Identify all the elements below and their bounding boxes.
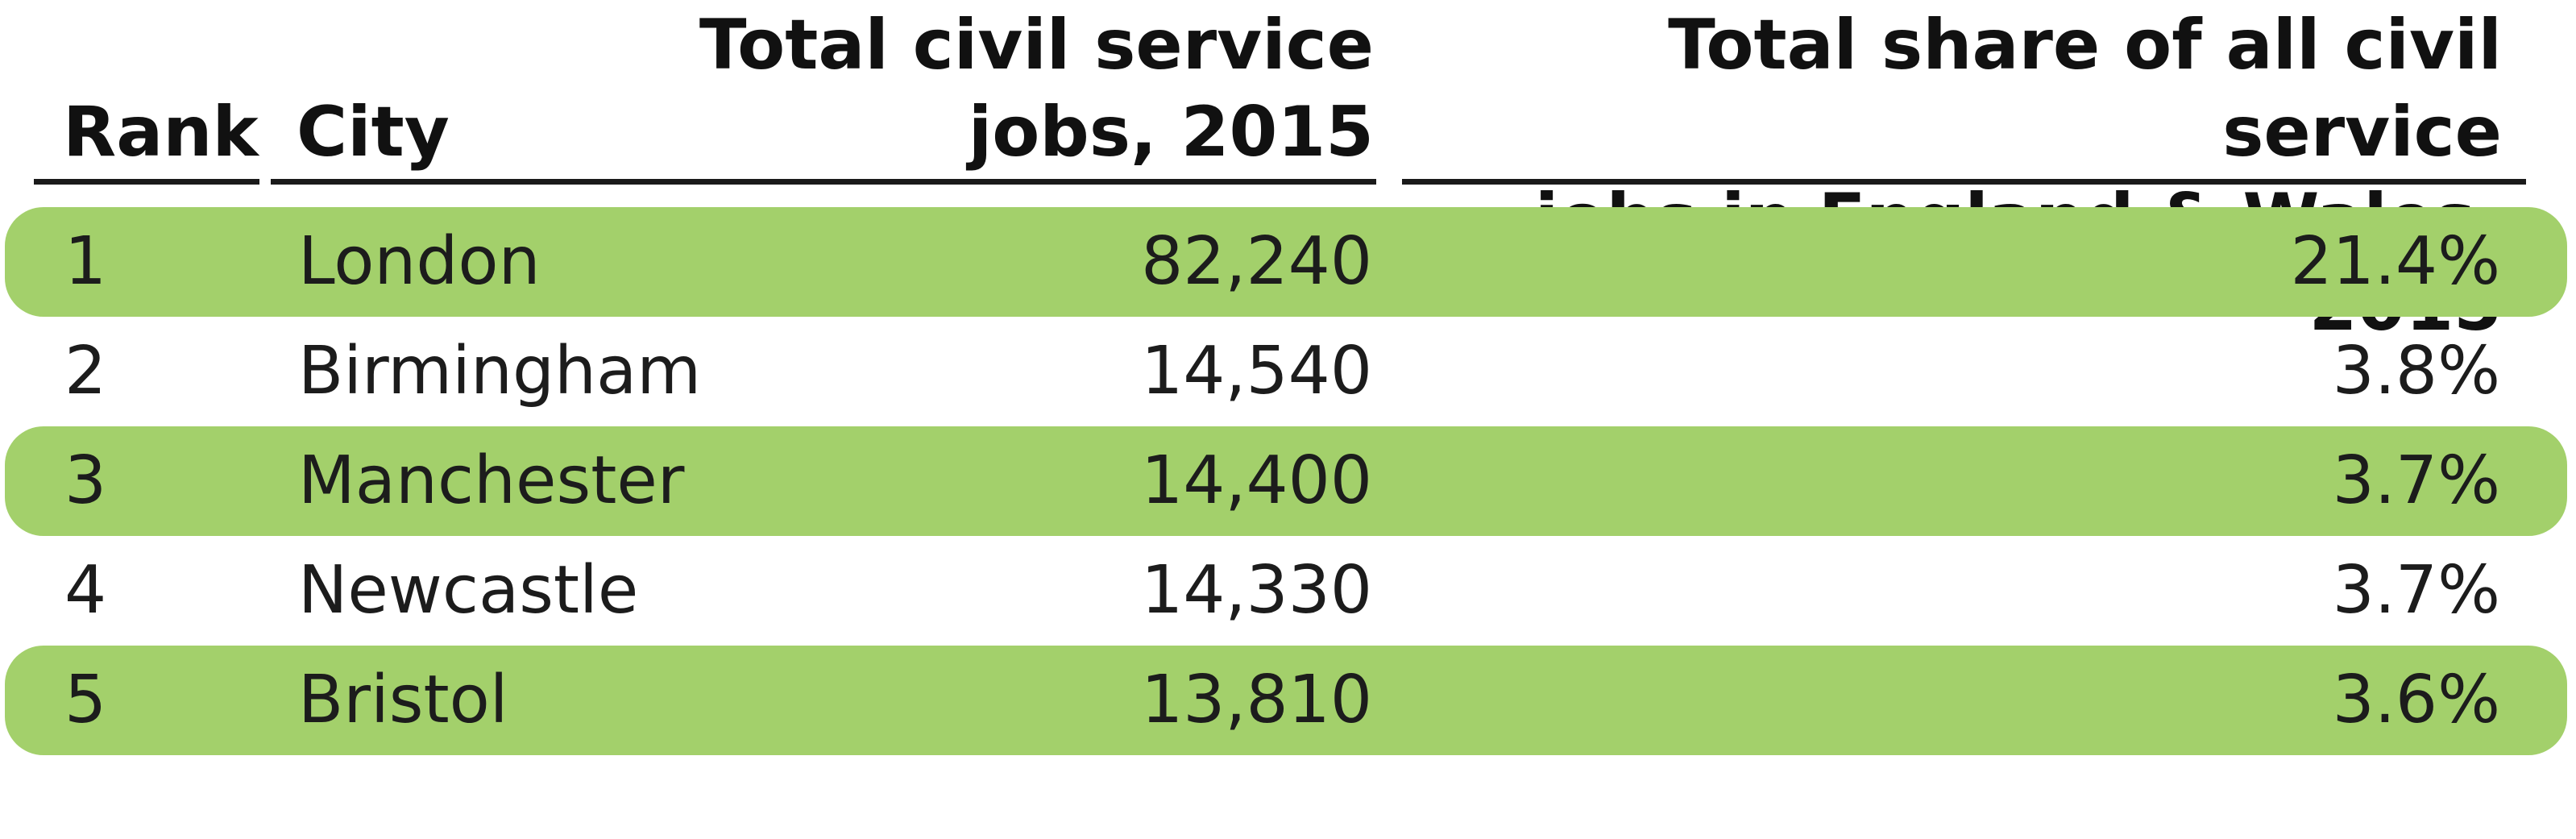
table-row: 3 Manchester 14,400 3.7% xyxy=(5,426,2567,536)
cell-share: 3.8% xyxy=(2332,333,2500,409)
table-row: 5 Bristol 13,810 3.6% xyxy=(5,646,2567,755)
cell-jobs: 14,400 xyxy=(1141,442,1372,519)
cell-city: Birmingham xyxy=(298,333,702,409)
header-jobs-line1: Total civil service xyxy=(699,5,1374,85)
cell-jobs: 14,540 xyxy=(1141,333,1372,409)
table-row: 4 Newcastle 14,330 3.7% xyxy=(5,536,2567,646)
header-jobs: Total civil service jobs, 2015 xyxy=(649,2,1374,176)
table-row: 1 London 82,240 21.4% xyxy=(5,207,2567,317)
cell-share: 3.6% xyxy=(2332,662,2500,738)
table-row: 2 Birmingham 14,540 3.8% xyxy=(5,317,2567,426)
cell-jobs: 82,240 xyxy=(1141,223,1372,300)
cell-share: 3.7% xyxy=(2332,552,2500,629)
cell-jobs: 13,810 xyxy=(1141,662,1372,738)
header-rule-share xyxy=(1402,179,2526,185)
cell-city: Newcastle xyxy=(298,552,639,629)
header-rule-city-jobs xyxy=(271,179,1376,185)
cell-jobs: 14,330 xyxy=(1141,552,1372,629)
cell-rank: 2 xyxy=(64,333,107,409)
header-jobs-line2: jobs, 2015 xyxy=(968,92,1374,172)
header-rule-rank xyxy=(34,179,259,185)
table-header: Rank City Total civil service jobs, 2015… xyxy=(0,0,2576,347)
cell-rank: 1 xyxy=(64,223,107,300)
cell-city: Manchester xyxy=(298,442,685,519)
cell-rank: 5 xyxy=(64,662,107,738)
cell-share: 3.7% xyxy=(2332,442,2500,519)
header-rank: Rank xyxy=(63,92,259,172)
cell-rank: 4 xyxy=(64,552,107,629)
header-share-line1: Total share of all civil service xyxy=(1668,5,2502,172)
cell-share: 21.4% xyxy=(2290,223,2501,300)
cell-city: Bristol xyxy=(298,662,508,738)
header-city: City xyxy=(297,92,450,172)
cell-city: London xyxy=(298,223,541,300)
cell-rank: 3 xyxy=(64,442,107,519)
